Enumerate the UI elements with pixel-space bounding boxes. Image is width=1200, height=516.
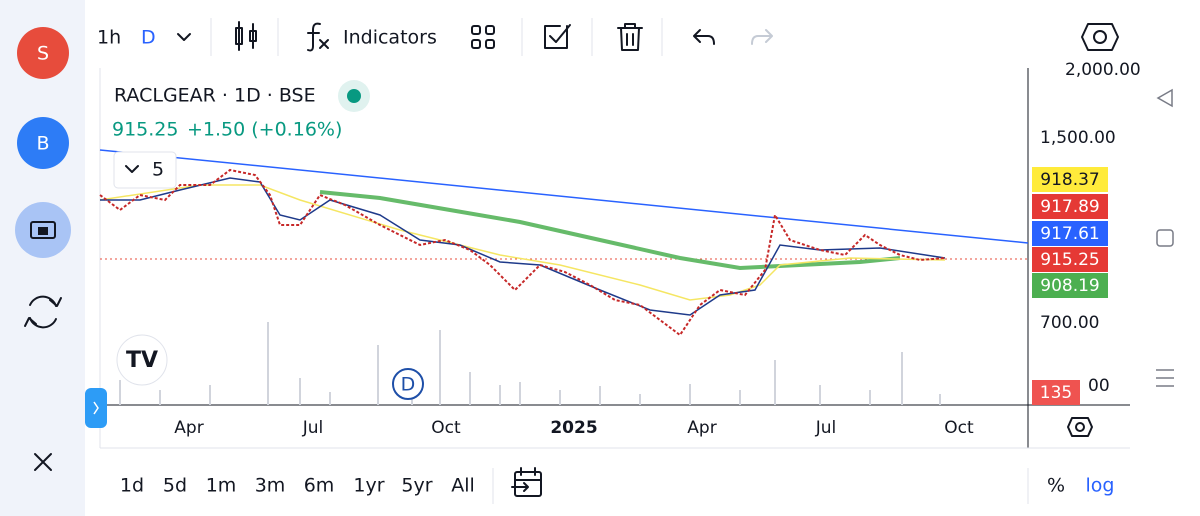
lock-icon [30,221,56,239]
settings-icon[interactable] [1081,23,1119,51]
indicators-toggle[interactable] [113,151,177,189]
indicators-button[interactable]: Indicators [343,27,437,49]
check-icon[interactable] [544,24,571,49]
axis-settings-icon[interactable] [1067,417,1093,437]
time-label: Jul [302,418,324,438]
range-button[interactable]: 1yr [353,475,384,497]
badge-label: 918.37 [1040,170,1099,190]
time-label: Oct [944,418,974,438]
last-price: 915.25 [112,119,178,141]
log-toggle[interactable]: log [1086,475,1115,497]
time-label: Jul [815,418,837,438]
badge-label: 135 [1040,383,1072,403]
square-icon[interactable] [1156,229,1174,247]
range-button[interactable]: 6m [304,475,335,497]
time-label: Apr [174,418,203,438]
range-button[interactable]: All [451,475,475,497]
interval-button[interactable]: 1h [97,27,121,49]
expand-tab[interactable] [85,388,107,428]
badge [1032,273,1108,298]
badge [1032,167,1108,192]
chart-style-button[interactable]: D [141,27,156,49]
price-label: 700.00 [1040,313,1099,333]
badge-label: 915.25 [1040,250,1099,270]
range-button[interactable]: 1d [120,475,144,497]
moving-average-200 [319,190,901,271]
expand-icon [93,401,99,415]
trend-line [99,149,1029,244]
trash-icon[interactable] [617,23,643,51]
price-change: +1.50 (+0.16%) [187,119,342,141]
chart-pane [100,68,1028,405]
lock-icon-inner [38,227,48,235]
badge-label: 908.19 [1040,276,1099,296]
badge [1032,380,1080,405]
layouts-icon[interactable] [471,25,495,49]
dropdown-icon[interactable] [177,33,191,41]
redo-icon[interactable] [751,29,773,45]
undo-icon[interactable] [693,29,715,45]
range-button[interactable]: 5yr [401,475,432,497]
market-status-dot [347,89,361,103]
range-button[interactable]: 5d [163,475,187,497]
dividend-label: D [401,374,416,396]
dividend-marker[interactable] [392,368,424,400]
buy-button[interactable] [17,117,69,169]
badge [1032,194,1108,219]
symbol-title: RACLGEAR · 1D · BSE [114,85,316,107]
goto-date-icon[interactable] [511,467,542,497]
price-candles [99,168,946,337]
badge [1032,247,1108,272]
candles-icon[interactable] [235,21,257,51]
menu-icon[interactable] [1156,369,1174,387]
sell-label: S [37,43,49,65]
range-button[interactable]: 3m [255,475,286,497]
close-icon[interactable] [34,453,52,471]
price-label: 1,500.00 [1040,128,1116,148]
collapse-icon[interactable] [1156,88,1173,108]
refresh-icon[interactable] [24,295,62,329]
logo: TV [126,348,158,373]
range-button[interactable]: 1m [206,475,237,497]
buy-label: B [36,133,49,155]
percent-toggle[interactable]: % [1047,475,1065,497]
time-label: Apr [687,418,716,438]
chevron-icon [125,165,139,173]
badge-label: 917.61 [1040,224,1099,244]
fx-icon[interactable] [307,22,329,52]
price-label: 2,000.00 [1065,60,1141,80]
sell-button[interactable] [17,27,69,79]
left-sidebar [0,0,85,516]
badge [1032,221,1108,246]
logo-badge [116,334,168,386]
moving-average-20 [100,177,946,316]
indicator-count: 5 [152,159,164,181]
badge-label: 917.89 [1040,197,1099,217]
price-label: 00 [1088,376,1110,396]
time-label: 2025 [550,418,597,438]
moving-average-50 [99,184,946,301]
time-label: Oct [431,418,461,438]
